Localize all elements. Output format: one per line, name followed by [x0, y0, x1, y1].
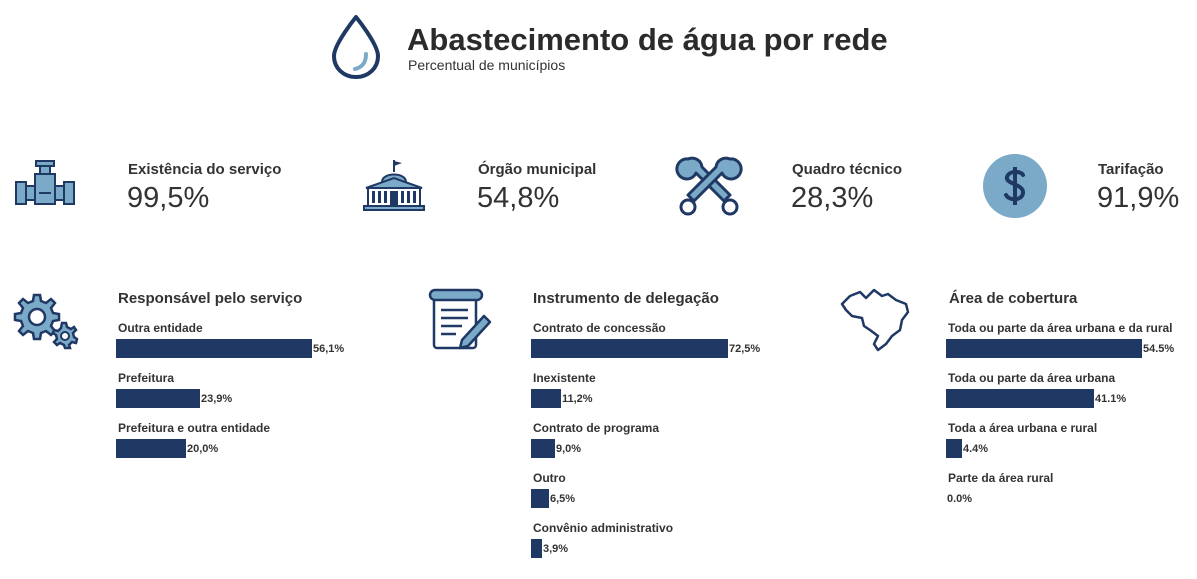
area-de-cobertura-category-label: Toda a área urbana e rural [948, 421, 1098, 435]
area-de-cobertura-value-label: 41.1% [1095, 393, 1127, 405]
chart-title-instrumento: Instrumento de delegação [533, 290, 719, 307]
page-title: Abastecimento de água por rede [407, 22, 888, 57]
instrumento-de-delegacao-value-label: 3,9% [543, 543, 569, 555]
responsavel-pelo-servico-value-label: 23,9% [201, 393, 233, 405]
area-de-cobertura-bar [946, 339, 1142, 358]
instrumento-de-delegacao-bar [531, 389, 561, 408]
dollar-coin-icon [982, 153, 1048, 224]
area-de-cobertura-value-label: 0.0% [947, 493, 973, 505]
area-de-cobertura-category-label: Toda ou parte da área urbana [948, 371, 1116, 385]
wrenches-icon [675, 153, 743, 224]
instrumento-de-delegacao-category-label: Contrato de concessão [533, 321, 666, 335]
gears-icon [12, 293, 79, 354]
city-hall-icon [362, 158, 426, 217]
brazil-map-icon [840, 286, 912, 357]
kpi-value-orgao: 54,8% [477, 182, 560, 214]
area-de-cobertura-bar [946, 389, 1094, 408]
pipe-valve-icon [14, 160, 76, 215]
responsavel-pelo-servico-category-label: Prefeitura [118, 371, 175, 385]
instrumento-de-delegacao-bar [531, 339, 728, 358]
responsavel-pelo-servico-bar [116, 439, 186, 458]
instrumento-de-delegacao-category-label: Contrato de programa [533, 421, 660, 435]
kpi-label-orgao: Órgão municipal [478, 161, 597, 178]
kpi-label-quadro: Quadro técnico [792, 161, 903, 178]
water-drop-icon [330, 14, 382, 85]
kpi-value-existencia: 99,5% [127, 182, 210, 214]
kpi-label-tarifacao: Tarifação [1098, 161, 1164, 178]
instrumento-de-delegacao-bar [531, 489, 549, 508]
page-subtitle: Percentual de municípios [408, 57, 566, 73]
instrumento-de-delegacao-value-label: 11,2% [562, 393, 593, 405]
instrumento-de-delegacao-value-label: 6,5% [550, 493, 576, 505]
instrumento-de-delegacao-value-label: 72,5% [729, 343, 761, 355]
responsavel-pelo-servico-category-label: Prefeitura e outra entidade [118, 421, 271, 435]
instrumento-de-delegacao-category-label: Outro [533, 471, 566, 485]
chart-title-responsavel: Responsável pelo serviço [118, 290, 303, 307]
kpi-value-tarifacao: 91,9% [1097, 182, 1180, 214]
responsavel-pelo-servico-value-label: 56,1% [313, 343, 345, 355]
area-de-cobertura-category-label: Parte da área rural [948, 471, 1054, 485]
responsavel-pelo-servico-value-label: 20,0% [187, 443, 219, 455]
kpi-value-quadro: 28,3% [791, 182, 874, 214]
area-de-cobertura-category-label: Toda ou parte da área urbana e da rural [948, 321, 1173, 335]
responsavel-pelo-servico-bar [116, 339, 312, 358]
instrumento-de-delegacao-value-label: 9,0% [556, 443, 582, 455]
instrumento-de-delegacao-category-label: Convênio administrativo [533, 521, 674, 535]
responsavel-pelo-servico-category-label: Outra entidade [118, 321, 203, 335]
instrumento-de-delegacao-category-label: Inexistente [533, 371, 596, 385]
area-de-cobertura-value-label: 4.4% [963, 443, 989, 455]
area-de-cobertura-value-label: 54.5% [1143, 343, 1175, 355]
chart-title-area: Área de cobertura [949, 290, 1078, 307]
responsavel-pelo-servico-bar [116, 389, 200, 408]
contract-document-icon [426, 288, 494, 357]
instrumento-de-delegacao-bar [531, 539, 542, 558]
instrumento-de-delegacao-bar [531, 439, 555, 458]
kpi-label-existencia: Existência do serviço [128, 161, 282, 178]
area-de-cobertura-bar [946, 439, 962, 458]
